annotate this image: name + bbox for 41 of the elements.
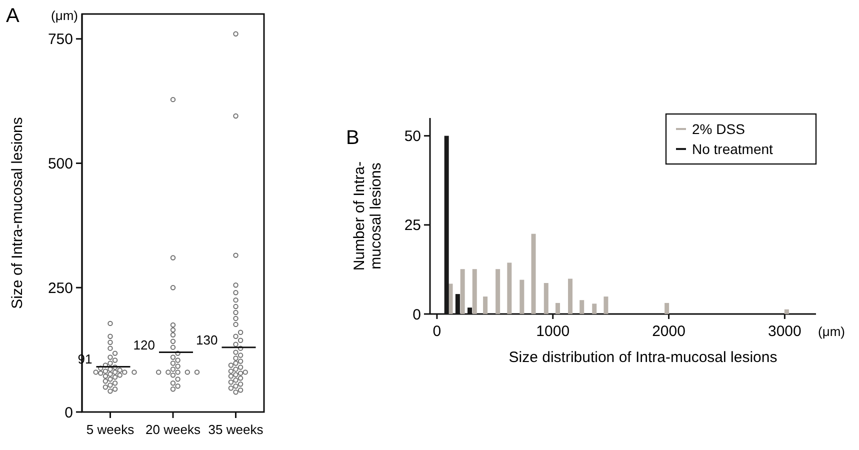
annotation: 120 <box>133 337 155 352</box>
chart-title: B <box>346 127 360 149</box>
bar <box>544 282 548 314</box>
x-tick-label: 0 <box>432 323 442 340</box>
y-tick-label: 25 <box>404 217 421 234</box>
x-tick-label: 3000 <box>768 323 802 340</box>
x-tick-label: 20 weeks <box>146 422 201 437</box>
x-tick-label: 5 weeks <box>86 422 135 437</box>
bar <box>496 269 500 314</box>
y-tick-label: 0 <box>412 306 421 324</box>
bar <box>448 284 453 314</box>
x-tick-label: 2000 <box>652 323 686 340</box>
bar <box>483 296 488 314</box>
bar <box>664 302 670 314</box>
bar <box>472 269 477 314</box>
legend-label: No treatment <box>692 140 774 157</box>
legend-label: 2% DSS <box>692 120 745 137</box>
y-axis-title: Number of Intra- mucosal lesions <box>350 161 384 271</box>
y-tick-label: 50 <box>404 128 421 146</box>
y-tick-label: 750 <box>48 31 73 48</box>
x-tick-label: 35 weeks <box>208 422 264 437</box>
bar <box>568 278 573 314</box>
bar <box>520 280 524 314</box>
y-tick-label: 500 <box>48 156 73 172</box>
chart-title: A <box>6 5 20 27</box>
y-axis-title: Size of Intra-mucosal lesions <box>9 117 26 309</box>
bar <box>784 309 789 314</box>
y-tick-label: 250 <box>48 280 73 297</box>
bar <box>604 296 608 314</box>
bar <box>592 304 597 314</box>
bar <box>460 269 465 314</box>
bar <box>507 262 512 314</box>
y-tick-label: 0 <box>64 404 73 422</box>
text: (μm) <box>51 8 78 23</box>
annotation: 130 <box>196 332 218 348</box>
x-axis-title: Size distribution of Intra-mucosal lesions <box>508 349 778 366</box>
text: (μm) <box>818 324 845 339</box>
bar <box>555 302 560 314</box>
bar <box>580 300 584 314</box>
bar <box>531 234 536 314</box>
x-tick-label: 1000 <box>536 323 570 340</box>
